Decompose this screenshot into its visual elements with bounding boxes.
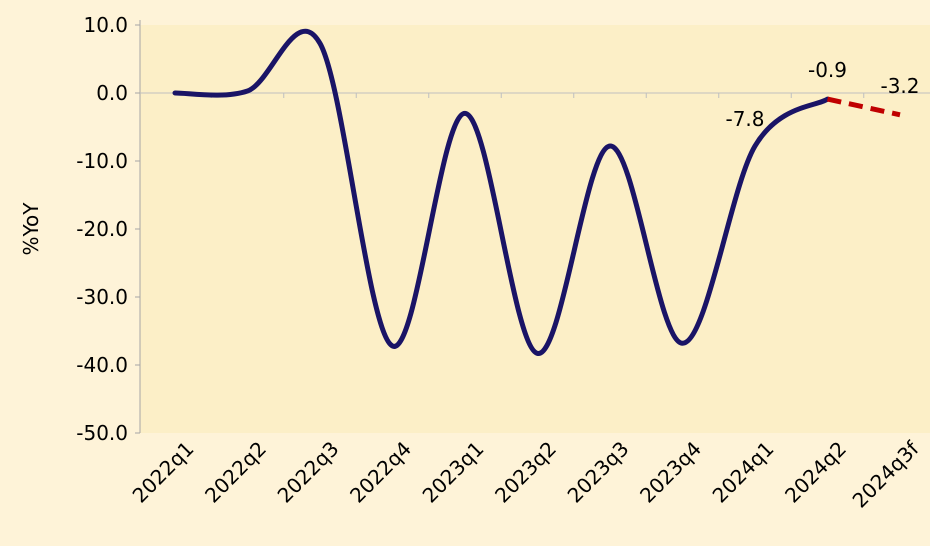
y-tick-label: 10.0 [83,13,128,37]
x-tick-label: 2022q2 [200,437,271,508]
y-tick-label: 0.0 [96,81,128,105]
forecast-line [826,96,901,118]
x-tick-label: 2024q3f [848,436,925,513]
x-tick-label: 2022q3 [273,437,344,508]
data-label: -3.2 [880,74,919,98]
x-tick-label: 2024q1 [708,437,779,508]
x-tick-label: 2022q1 [128,437,199,508]
y-tick-label: -20.0 [76,217,128,241]
y-tick-label: -10.0 [76,149,128,173]
x-tick-label: 2022q4 [345,437,416,508]
x-tick-label: 2024q2 [780,437,851,508]
y-tick-label: -50.0 [76,421,128,445]
data-label: -7.8 [725,107,764,131]
x-tick-label: 2023q2 [490,437,561,508]
x-tick-label: 2023q1 [418,437,489,508]
y-tick-label: -40.0 [76,353,128,377]
x-tick-label: 2023q4 [635,437,706,508]
y-axis-title: %YoY [19,202,43,256]
y-tick-label: -30.0 [76,285,128,309]
actual-line [172,28,830,356]
data-label: -0.9 [808,58,847,82]
x-tick-label: 2023q3 [563,437,634,508]
